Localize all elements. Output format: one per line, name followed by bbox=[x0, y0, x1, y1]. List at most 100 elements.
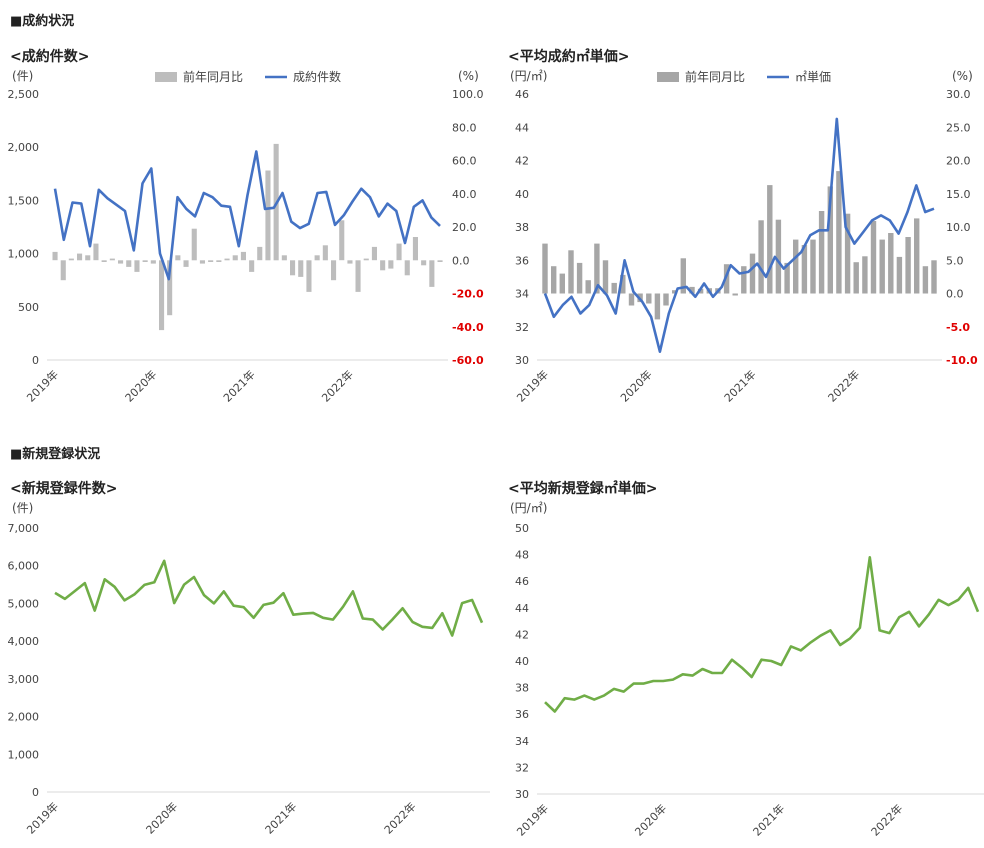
y-tick-label-left: 30 bbox=[515, 354, 529, 367]
x-tick-label: 2020年 bbox=[143, 799, 180, 836]
y-tick-label-left: 30 bbox=[515, 788, 529, 801]
bar-mark bbox=[396, 243, 402, 261]
y-tick-label-left: 36 bbox=[515, 708, 529, 721]
bar-mark bbox=[314, 255, 320, 261]
series-line bbox=[54, 559, 484, 637]
series-line bbox=[544, 555, 980, 713]
chart-title-contract-unit-price: <平均成約㎡単価> bbox=[508, 49, 630, 65]
y-tick-label-left: 38 bbox=[515, 682, 529, 695]
bar-mark bbox=[576, 262, 583, 294]
legend-swatch-bar bbox=[657, 72, 679, 82]
bar-mark bbox=[827, 186, 833, 294]
bar-mark bbox=[793, 239, 799, 294]
y-tick-label-left: 0 bbox=[32, 786, 39, 799]
series-line bbox=[53, 150, 441, 281]
x-tick-label: 2021年 bbox=[262, 799, 299, 836]
y-tick-label-left: 6,000 bbox=[8, 560, 40, 573]
x-tick-label: 2021年 bbox=[750, 801, 787, 838]
bar-mark bbox=[732, 293, 738, 296]
bar-mark bbox=[77, 253, 83, 261]
bar-mark bbox=[371, 246, 377, 261]
bar-mark bbox=[542, 243, 548, 294]
bar-mark bbox=[404, 260, 410, 276]
y-tick-label-left: 2,000 bbox=[8, 711, 40, 724]
y-tick-label-left: 2,500 bbox=[8, 88, 40, 101]
y-tick-label-right: 100.0 bbox=[452, 88, 484, 101]
bar-mark bbox=[741, 266, 747, 294]
y-axis-unit-left: (円/㎡) bbox=[510, 69, 547, 83]
bar-mark bbox=[224, 258, 230, 261]
bar-mark bbox=[93, 243, 99, 261]
y-tick-label-left: 34 bbox=[515, 288, 529, 301]
bar-mark bbox=[126, 260, 132, 267]
bar-mark bbox=[914, 218, 920, 294]
bar-mark bbox=[862, 256, 868, 294]
x-tick-label: 2021年 bbox=[220, 367, 257, 404]
bar-mark bbox=[175, 255, 181, 261]
bar-mark bbox=[159, 260, 165, 331]
y-tick-label-left: 46 bbox=[515, 88, 529, 101]
x-tick-label: 2022年 bbox=[319, 367, 356, 404]
y-tick-label-left: 44 bbox=[515, 602, 529, 615]
y-tick-label-left: 44 bbox=[515, 121, 529, 134]
x-tick-label: 2019年 bbox=[514, 367, 551, 404]
bar-mark bbox=[347, 260, 353, 264]
x-tick-label: 2022年 bbox=[868, 801, 905, 838]
bar-mark bbox=[905, 237, 911, 294]
bar-mark bbox=[208, 260, 214, 262]
bar-mark bbox=[568, 250, 574, 294]
bar-mark bbox=[723, 264, 730, 294]
y-tick-label-left: 500 bbox=[18, 301, 39, 314]
bar-mark bbox=[628, 293, 635, 306]
y-tick-label-left: 48 bbox=[515, 549, 529, 562]
bar-mark bbox=[257, 246, 263, 261]
bar-mark bbox=[265, 170, 271, 261]
bar-mark bbox=[784, 262, 790, 294]
bar-mark bbox=[922, 266, 929, 294]
chart-title-registration-count: <新規登録件数> bbox=[10, 481, 118, 497]
bar-mark bbox=[836, 171, 842, 294]
bar-mark bbox=[109, 258, 115, 261]
bar-mark bbox=[68, 258, 74, 261]
bar-mark bbox=[585, 280, 591, 294]
bar-mark bbox=[232, 255, 238, 261]
y-tick-label-right: 20.0 bbox=[946, 155, 971, 168]
bar-mark bbox=[663, 293, 669, 306]
bar-mark bbox=[758, 220, 764, 294]
bar-mark bbox=[191, 228, 197, 261]
bar-mark bbox=[931, 260, 937, 294]
y-tick-label-left: 5,000 bbox=[8, 597, 40, 610]
y-tick-label-right: 30.0 bbox=[946, 88, 971, 101]
legend-swatch-bar bbox=[155, 72, 177, 82]
bar-mark bbox=[142, 260, 148, 262]
y-tick-label-right: 80.0 bbox=[452, 121, 477, 134]
y-tick-label-left: 32 bbox=[515, 761, 529, 774]
y-tick-label-right: 15.0 bbox=[946, 188, 971, 201]
y-tick-label-right: -5.0 bbox=[946, 321, 970, 334]
bar-mark bbox=[810, 239, 816, 294]
bar-mark bbox=[818, 211, 825, 294]
y-tick-label-right: -60.0 bbox=[452, 354, 484, 367]
bar-mark bbox=[298, 260, 304, 277]
bar-mark bbox=[118, 260, 124, 264]
y-tick-label-left: 38 bbox=[515, 221, 529, 234]
y-tick-label-left: 46 bbox=[515, 575, 529, 588]
bar-mark bbox=[620, 274, 626, 294]
bar-mark bbox=[767, 185, 773, 294]
y-tick-label-left: 0 bbox=[32, 354, 39, 367]
y-tick-label-left: 42 bbox=[515, 628, 529, 641]
y-tick-label-right: 10.0 bbox=[946, 221, 971, 234]
bar-mark bbox=[281, 255, 287, 261]
y-axis-unit-right: (%) bbox=[458, 69, 479, 83]
bar-mark bbox=[437, 260, 443, 262]
bar-mark bbox=[363, 258, 369, 261]
y-tick-label-right: 20.0 bbox=[452, 221, 477, 234]
bar-mark bbox=[412, 237, 418, 261]
bar-mark bbox=[429, 260, 435, 287]
y-axis-unit-left: (件) bbox=[12, 501, 33, 515]
x-tick-label: 2021年 bbox=[721, 367, 758, 404]
y-tick-label-left: 1,000 bbox=[8, 748, 40, 761]
bar-mark bbox=[594, 243, 600, 294]
bar-mark bbox=[199, 260, 205, 264]
bar-mark bbox=[680, 258, 686, 294]
